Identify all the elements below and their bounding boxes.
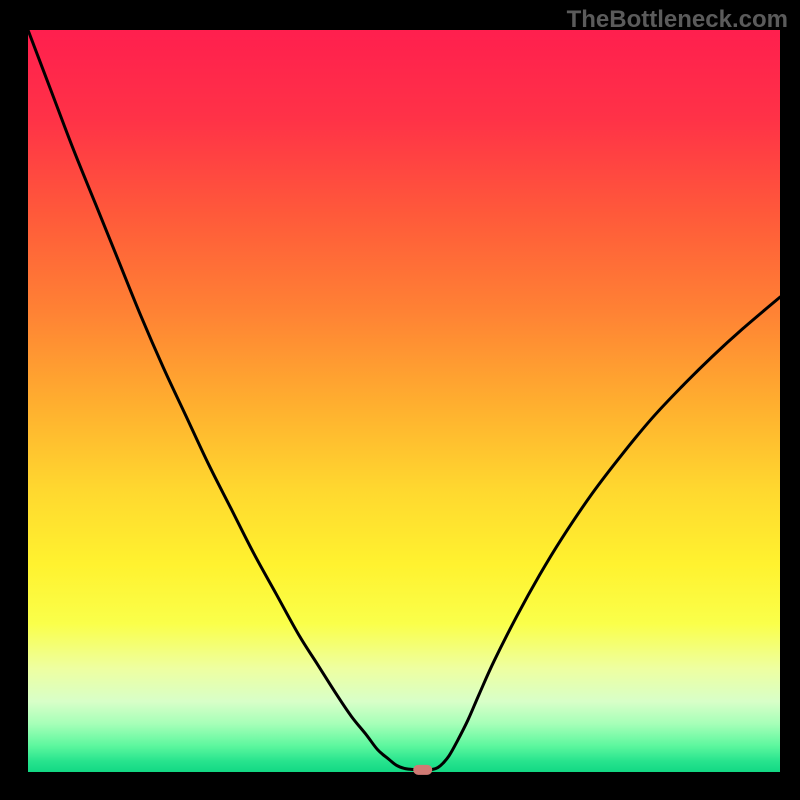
chart-container: TheBottleneck.com bbox=[0, 0, 800, 800]
plot-area bbox=[28, 30, 780, 772]
watermark-text: TheBottleneck.com bbox=[567, 6, 788, 34]
bottleneck-curve bbox=[28, 30, 780, 770]
bottleneck-curve-svg bbox=[28, 30, 780, 772]
minimum-marker bbox=[413, 765, 433, 775]
